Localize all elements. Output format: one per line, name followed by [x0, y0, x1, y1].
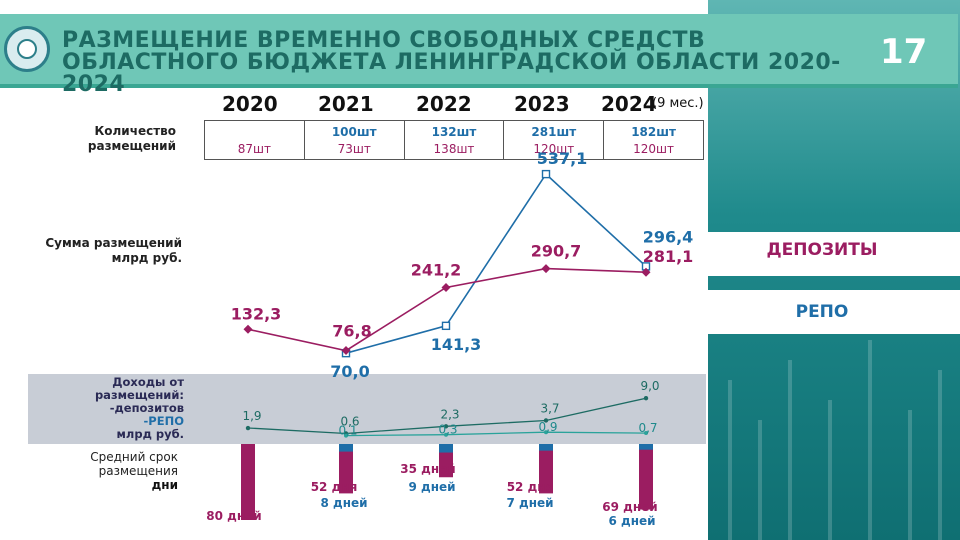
income-deposits-point	[643, 396, 649, 401]
income-title: Доходы от размещений:	[94, 375, 184, 402]
deposits-point	[243, 324, 253, 334]
income-deposits-label: 9,0	[640, 379, 659, 393]
legend-band-deposits	[708, 232, 960, 276]
count-repo: 100шт	[331, 125, 377, 139]
income-repo-point	[444, 432, 448, 437]
term-deposits-label: 52 дня	[311, 480, 358, 494]
repo-point	[541, 169, 551, 179]
deposits-value-label: 76,8	[332, 322, 371, 341]
income-deposits-label: -депозитов	[109, 401, 184, 415]
count-table: 87шт 100шт 73шт 132шт 138шт 281шт 120шт …	[204, 120, 704, 160]
year-label: 2023	[514, 92, 570, 116]
count-cell: 281шт 120шт	[504, 121, 605, 159]
year-label: 2022	[416, 92, 472, 116]
legend-deposits: ДЕПОЗИТЫ	[766, 240, 878, 260]
deposits-point	[441, 283, 451, 293]
deposits-value-label: 281,1	[643, 247, 694, 266]
income-deposits-label: 1,9	[242, 409, 261, 423]
count-cell: 182шт 120шт	[604, 121, 703, 159]
legend-band-repo	[708, 290, 960, 334]
term-repo-bar	[639, 444, 653, 450]
background-photo	[708, 0, 960, 540]
income-label: Доходы от размещений: -депозитов -РЕПО м…	[28, 376, 184, 441]
count-cell: 132шт 138шт	[405, 121, 505, 159]
income-repo-point	[644, 431, 648, 436]
income-deposits-label: 3,7	[540, 401, 559, 415]
repo-value-label: 296,4	[643, 227, 694, 246]
repo-value-label: 537,1	[537, 149, 588, 168]
term-repo-label: 6 дней	[608, 514, 655, 528]
term-deposits-label: 35 дней	[400, 462, 455, 476]
repo-value-label: 141,3	[431, 335, 482, 354]
term-deposits-label: 80 дней	[206, 509, 261, 523]
count-repo: 182шт	[631, 125, 676, 139]
income-deposits-label: 2,3	[440, 407, 459, 421]
deposits-point	[541, 264, 551, 274]
year-label: 2024	[601, 92, 657, 116]
term-label: Средний срок размещения дни	[80, 450, 178, 492]
count-deposits: 120шт	[633, 142, 675, 156]
deposits-value-label: 241,2	[411, 261, 462, 280]
deposits-point	[641, 267, 651, 277]
coat-of-arms-icon	[4, 26, 50, 72]
count-deposits: 120шт	[533, 142, 575, 156]
count-deposits: 138шт	[433, 142, 475, 156]
term-text: Средний срок размещения	[90, 450, 178, 478]
header-stripe	[0, 84, 958, 88]
year-label: 2020	[222, 92, 278, 116]
repo-point	[441, 321, 451, 331]
count-label: Количество размещений	[87, 124, 176, 153]
count-deposits: 87шт	[237, 142, 272, 156]
term-deposits-label: 69 дней	[602, 500, 657, 514]
legend-repo: РЕПО	[795, 302, 849, 322]
page-number: 17	[880, 32, 928, 72]
income-deposits-point	[443, 424, 449, 429]
income-repo-label: -РЕПО	[143, 414, 184, 428]
income-repo-label: 0,3	[438, 423, 457, 437]
income-repo-label: 0,7	[638, 421, 657, 435]
count-deposits: 73шт	[337, 142, 371, 156]
deposits-value-label: 132,3	[231, 304, 282, 323]
term-deposits-bar	[639, 444, 653, 510]
repo-line	[345, 172, 647, 354]
term-deposits-bar	[339, 444, 353, 494]
income-unit-label: млрд руб.	[116, 427, 184, 441]
income-repo-label: 0,1	[338, 424, 357, 438]
term-repo-label: 7 дней	[506, 496, 553, 510]
repo-value-label: 70,0	[330, 362, 369, 381]
term-repo-label: 8 дней	[320, 496, 367, 510]
term-deposits-bar	[241, 444, 255, 520]
count-cell: 87шт	[205, 121, 305, 159]
term-deposits-label: 52 дня	[507, 480, 554, 494]
page-title: РАЗМЕЩЕНИЕ ВРЕМЕННО СВОБОДНЫХ СРЕДСТВ ОБ…	[62, 28, 841, 97]
term-deposits-bar	[539, 444, 553, 494]
count-repo: 281шт	[531, 125, 577, 139]
income-repo-line	[345, 431, 647, 437]
sum-label: Сумма размещений млрд руб.	[45, 236, 182, 265]
income-repo-point	[544, 430, 548, 435]
year-note: (9 мес.)	[652, 96, 704, 111]
deposits-point	[341, 346, 351, 356]
term-repo-bar	[439, 444, 453, 453]
income-deposits-label: 0,6	[340, 414, 359, 428]
count-repo: 132шт	[431, 125, 477, 139]
header-bar	[0, 14, 958, 86]
count-cell: 100шт 73шт	[305, 121, 405, 159]
term-repo-bar	[539, 444, 553, 451]
income-repo-label: 0,9	[538, 420, 557, 434]
year-label: 2021	[318, 92, 374, 116]
income-repo-point	[344, 433, 348, 438]
income-deposits-point	[245, 425, 251, 431]
term-unit: дни	[151, 478, 178, 492]
term-repo-bar	[339, 444, 353, 452]
income-deposits-point	[543, 418, 549, 423]
deposits-value-label: 290,7	[531, 242, 582, 261]
term-repo-label: 9 дней	[408, 480, 455, 494]
